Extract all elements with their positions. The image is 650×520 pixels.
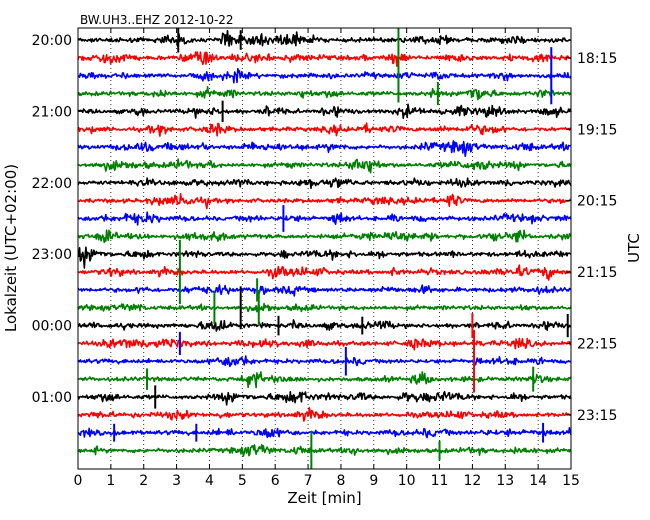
right-tick-label: 22:15 (577, 336, 617, 352)
right-tick-label: 19:15 (577, 122, 617, 138)
x-tick-label: 8 (336, 473, 345, 489)
x-tick-label: 4 (205, 473, 214, 489)
left-tick-label: 23:00 (32, 247, 72, 263)
left-tick-label: 00:00 (32, 319, 72, 335)
seismic-trace (77, 302, 572, 313)
seismic-trace (77, 264, 572, 281)
x-tick-label: 2 (139, 473, 148, 489)
right-tick-label: 20:15 (577, 194, 617, 210)
seismic-trace (77, 67, 572, 84)
seismic-trace (77, 319, 572, 332)
x-axis-label: Zeit [min] (287, 489, 361, 507)
chart-title: BW.UH3..EHZ 2012-10-22 (80, 13, 234, 27)
right-tick-label: 21:15 (577, 265, 617, 281)
seismic-traces (77, 29, 572, 457)
x-tick-label: 7 (304, 473, 313, 489)
seismic-trace (77, 284, 572, 297)
seismic-trace (77, 103, 572, 120)
x-tick-label: 13 (496, 473, 514, 489)
x-tick-label: 11 (431, 473, 449, 489)
plot-frame (77, 27, 572, 470)
seismic-trace (77, 229, 572, 244)
seismic-trace (77, 158, 572, 174)
seismic-trace (77, 246, 572, 269)
right-tick-label: 18:15 (577, 51, 617, 67)
seismic-events (113, 28, 569, 469)
left-tick-label: 21:00 (32, 104, 72, 120)
seismic-trace (77, 192, 572, 210)
seismic-trace (77, 337, 572, 351)
x-tick-label: 14 (529, 473, 547, 489)
seismic-trace (77, 122, 572, 137)
x-tick-label: 15 (562, 473, 580, 489)
seismic-trace (77, 443, 572, 457)
seismic-trace (77, 371, 572, 389)
seismic-trace (77, 29, 572, 47)
x-tick-label: 12 (463, 473, 481, 489)
seismic-trace (77, 211, 572, 226)
x-tick-label: 0 (74, 473, 83, 489)
seismic-trace (77, 390, 572, 406)
x-tick-label: 5 (238, 473, 247, 489)
x-tick-label: 10 (398, 473, 416, 489)
left-tick-label: 22:00 (32, 176, 72, 192)
x-tick-label: 1 (106, 473, 115, 489)
x-tick-label: 3 (172, 473, 181, 489)
seismic-trace (77, 140, 572, 158)
axes: 0 1 2 3 4 5 6 7 8 9 10 11 12 13 14 1520:0021:0022:0023:… (32, 28, 617, 489)
right-axis-label: UTC (625, 233, 643, 263)
right-tick-label: 23:15 (577, 408, 617, 424)
left-tick-label: 01:00 (32, 390, 72, 406)
minute-grid (110, 28, 539, 469)
seismic-trace (77, 427, 572, 439)
seismic-trace (77, 177, 572, 190)
x-tick-label: 9 (369, 473, 378, 489)
seismic-trace (77, 355, 572, 368)
seismic-trace (77, 406, 572, 422)
left-axis-label: Lokalzeit (UTC+02:00) (2, 164, 20, 332)
seismic-trace (77, 51, 572, 67)
left-tick-label: 20:00 (32, 33, 72, 49)
x-tick-label: 6 (271, 473, 280, 489)
seismic-trace (77, 86, 572, 101)
